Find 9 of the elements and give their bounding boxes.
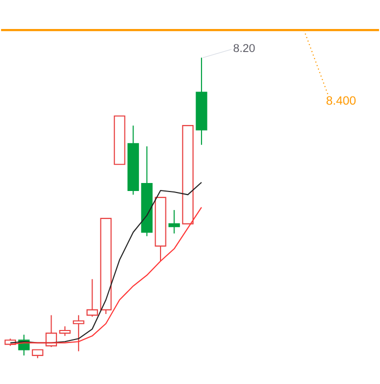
text: 8.20 (234, 44, 255, 52)
candlestick (182, 125, 194, 224)
candlestick (86, 278, 98, 318)
text: 8.400 (326, 96, 356, 105)
candlestick (168, 209, 180, 234)
candlestick (196, 57, 208, 146)
candlestick (154, 196, 166, 262)
candlestick (114, 115, 126, 165)
candlestick (72, 314, 84, 352)
